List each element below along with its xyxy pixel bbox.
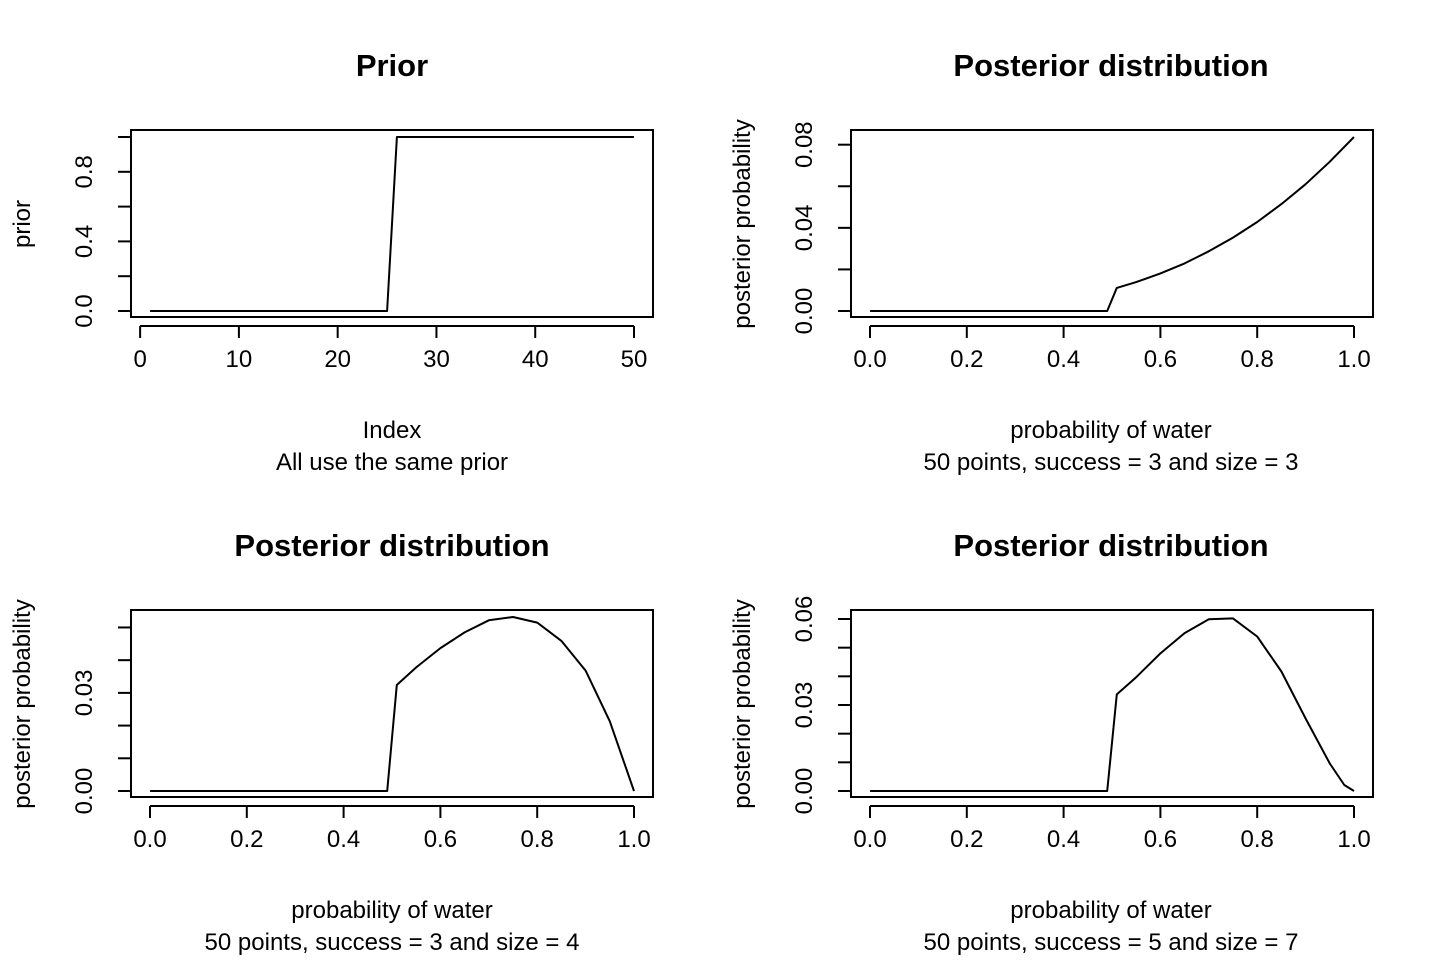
series-line [150, 616, 635, 792]
subtitle: All use the same prior [276, 449, 508, 476]
x-axis: 0.0 0.2 0.4 0.6 0.8 1.0 [853, 325, 1371, 373]
panel-title: Posterior distribution [953, 48, 1268, 83]
y-tick-label: 0.04 [791, 204, 818, 251]
x-tick-label: 1.0 [1337, 346, 1370, 373]
data-lines [150, 616, 635, 792]
subtitle: 50 points, success = 3 and size = 3 [924, 449, 1299, 476]
x-tick-label: 0.6 [1144, 826, 1177, 853]
y-axis: 0.00 0.03 0.06 [791, 596, 852, 815]
y-tick-label: 0.06 [791, 596, 818, 643]
x-axis: 0.0 0.2 0.4 0.6 0.8 1.0 [133, 805, 651, 853]
x-tick-label: 0.8 [521, 826, 554, 853]
x-axis: 0.0 0.2 0.4 0.6 0.8 1.0 [853, 805, 1371, 853]
subtitle: 50 points, success = 5 and size = 7 [924, 929, 1299, 956]
panel-title: Posterior distribution [234, 528, 549, 563]
x-tick-label: 10 [226, 346, 253, 373]
panel-posterior-3-3: Posterior distribution 0.0 0.2 0.4 0.6 0.8 1.… [729, 48, 1374, 476]
y-axis-label: prior [9, 200, 36, 248]
x-tick-label: 1.0 [1337, 826, 1370, 853]
x-tick-label: 0.0 [133, 826, 166, 853]
y-axis: 0.0 0.4 0.8 [71, 136, 132, 328]
y-tick-label: 0.0 [71, 294, 98, 327]
series-line [150, 136, 634, 312]
y-tick-label: 0.00 [791, 288, 818, 335]
subtitle: 50 points, success = 3 and size = 4 [205, 929, 580, 956]
panel-title: Posterior distribution [953, 528, 1268, 563]
y-axis-label: posterior probability [729, 599, 756, 808]
plot-frame [850, 129, 1374, 318]
data-lines [150, 136, 634, 312]
x-tick-label: 0.2 [950, 346, 983, 373]
data-lines [870, 136, 1355, 312]
x-tick-label: 0.2 [950, 826, 983, 853]
y-tick-label: 0.00 [71, 768, 98, 815]
y-axis: 0.00 0.03 [71, 626, 132, 815]
y-axis-label: posterior probability [729, 119, 756, 328]
y-tick-label: 0.03 [791, 682, 818, 729]
x-tick-label: 0.0 [853, 826, 886, 853]
x-tick-label: 0.4 [1047, 826, 1080, 853]
x-tick-label: 30 [423, 346, 450, 373]
x-tick-label: 0.6 [1144, 346, 1177, 373]
y-tick-label: 0.4 [71, 225, 98, 258]
y-axis-label: posterior probability [9, 599, 36, 808]
x-tick-label: 50 [621, 346, 648, 373]
panel-title: Prior [356, 48, 428, 83]
y-axis: 0.00 0.04 0.08 [791, 121, 852, 335]
data-lines [870, 617, 1355, 792]
plot-frame [850, 609, 1374, 798]
x-tick-label: 0.6 [424, 826, 457, 853]
x-tick-label: 40 [522, 346, 549, 373]
x-tick-label: 1.0 [617, 826, 650, 853]
series-line [870, 617, 1355, 792]
x-tick-label: 0.8 [1241, 826, 1274, 853]
panel-prior: Prior 0 10 20 30 40 50 0.0 0.4 0.8 Index All us… [9, 48, 654, 476]
x-tick-label: 0.0 [853, 346, 886, 373]
x-tick-label: 20 [324, 346, 351, 373]
x-tick-label: 0 [133, 346, 146, 373]
panel-posterior-5-7: Posterior distribution 0.0 0.2 0.4 0.6 0.8 1.… [729, 528, 1374, 956]
y-tick-label: 0.00 [791, 768, 818, 815]
x-tick-label: 0.2 [230, 826, 263, 853]
x-axis-label: probability of water [1010, 417, 1211, 444]
x-axis-label: probability of water [1010, 897, 1211, 924]
x-tick-label: 0.4 [327, 826, 360, 853]
panel-posterior-3-4: Posterior distribution 0.0 0.2 0.4 0.6 0.8 1.… [9, 528, 654, 956]
plot-frame [130, 609, 654, 798]
y-tick-label: 0.8 [71, 155, 98, 188]
series-line [870, 136, 1355, 312]
x-axis-label: Index [363, 417, 422, 444]
x-axis: 0 10 20 30 40 50 [133, 325, 648, 373]
x-tick-label: 0.4 [1047, 346, 1080, 373]
x-tick-label: 0.8 [1241, 346, 1274, 373]
y-tick-label: 0.08 [791, 121, 818, 168]
y-tick-label: 0.03 [71, 670, 98, 717]
x-axis-label: probability of water [291, 897, 492, 924]
